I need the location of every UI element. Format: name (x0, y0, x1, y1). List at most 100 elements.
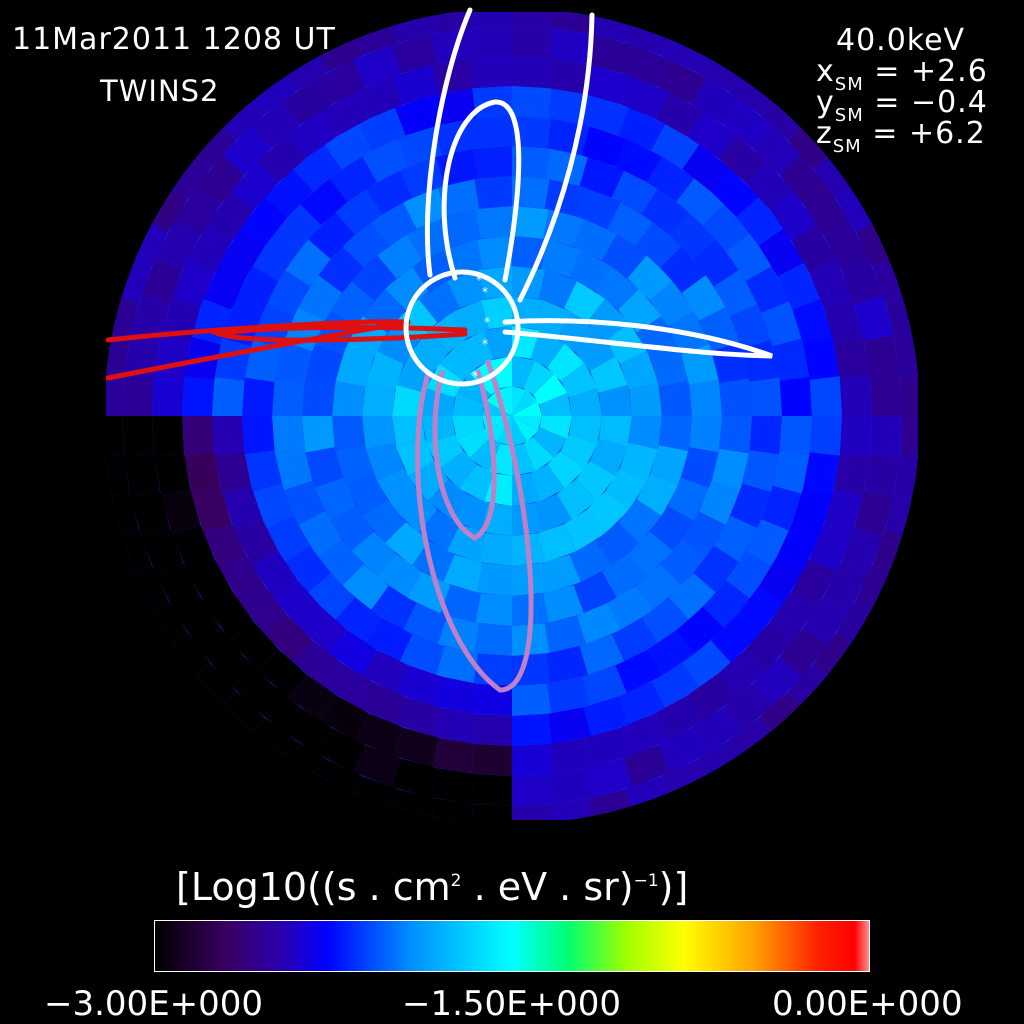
heatmap-bin (693, 239, 740, 287)
heatmap-bin (538, 269, 578, 308)
heatmap-bin (549, 768, 594, 804)
heatmap-bin (317, 59, 366, 105)
datetime-label: 11Mar2011 1208 UT (12, 22, 336, 57)
heatmap-bin (530, 464, 565, 502)
heatmap-bin (234, 266, 279, 313)
heatmap-bin (266, 515, 311, 562)
heatmap-bin (154, 452, 191, 497)
heatmap-bin (575, 461, 616, 501)
heatmap-bin (840, 527, 883, 575)
west-field-line-inner (210, 324, 468, 343)
heatmap-bin (394, 95, 441, 136)
heatmap-bin (726, 233, 772, 281)
heatmap-bin (172, 524, 215, 573)
heatmap-bin (544, 178, 587, 217)
heatmap-bin (745, 161, 794, 211)
colorbar-max-label: 0.00E+000 (772, 984, 963, 1024)
heatmap-bin (282, 707, 332, 754)
heatmap-bin (579, 634, 625, 676)
heatmap-bin (351, 255, 397, 301)
heatmap-bin (329, 630, 377, 676)
east-field-line (502, 318, 773, 359)
south-field-line-inner (432, 369, 497, 541)
heatmap-bin (627, 531, 673, 577)
heatmap-bin (823, 562, 869, 611)
heatmap-bin (446, 524, 486, 563)
heatmap-bin (586, 34, 633, 74)
heatmap-bin (669, 573, 717, 621)
heatmap-bin (124, 453, 160, 498)
heatmap-bin (476, 236, 512, 269)
heatmap-bin (728, 66, 779, 115)
heatmap-bin (172, 259, 215, 308)
heatmap-bin (550, 798, 594, 824)
colorbar-title-part: [Log10((s . cm (176, 865, 451, 909)
heatmap-bin (264, 614, 314, 664)
fov-mask-right (918, 0, 1024, 860)
heatmap-bin (647, 630, 695, 676)
heatmap-bin (618, 288, 662, 333)
heatmap-bin (660, 539, 707, 586)
heatmap-bin (813, 632, 862, 683)
heatmap-bin (803, 452, 840, 495)
heatmap-bin (787, 663, 837, 713)
heatmap-bin (550, 8, 594, 34)
heatmap-bin (854, 295, 894, 342)
heatmap-bin (283, 480, 325, 525)
heatmap-bin (512, 401, 542, 416)
heatmap-bin (394, 490, 438, 534)
heatmap-bin (736, 586, 784, 635)
heatmap-bin (287, 111, 337, 158)
heatmap-bin (411, 540, 455, 583)
heatmap-bin (745, 266, 790, 313)
heatmap-bin (538, 524, 578, 563)
heatmap-bin (728, 717, 779, 766)
heatmap-bin (376, 322, 419, 364)
heatmap-bin (628, 382, 662, 416)
heatmap-bin (772, 451, 810, 494)
heatmap-bin (182, 416, 215, 456)
heatmap-bin (393, 727, 439, 767)
heatmap-bin (589, 356, 628, 393)
heatmap-bin (272, 378, 305, 416)
heatmap-bin (512, 176, 550, 209)
heatmap-bin (687, 111, 737, 158)
heatmap-bin (569, 249, 613, 292)
heatmap-bin (284, 239, 331, 287)
heatmap-bin (273, 580, 322, 629)
heatmap-bin (335, 445, 374, 485)
heatmap-bin (791, 224, 837, 273)
heatmap-bin (298, 511, 343, 558)
heatmap-bin (627, 255, 673, 301)
heatmap-bin (533, 427, 568, 459)
heatmap-bin (512, 713, 552, 746)
heatmap-bin (234, 519, 279, 566)
heatmap-bin (512, 502, 544, 536)
heatmap-bin (719, 416, 752, 454)
heatmap-bin (512, 653, 551, 686)
heatmap-bin (104, 374, 124, 416)
heatmap-bin (595, 266, 640, 310)
heatmap-bin (251, 683, 301, 732)
heatmap-bin (823, 221, 869, 270)
heatmap-bin (392, 384, 426, 416)
heatmap-bin (452, 300, 489, 339)
heatmap-bin (219, 228, 266, 277)
heatmap-bin (569, 540, 613, 583)
heatmap-bin (854, 490, 894, 537)
star-marker: * (476, 273, 482, 287)
heatmap-bin (792, 298, 833, 345)
heatmap-bin (104, 454, 130, 498)
heatmap-bin (362, 382, 396, 416)
heatmap-bin (478, 532, 512, 566)
heatmap-bin (330, 281, 375, 326)
heatmap-bin (473, 146, 512, 179)
north-field-line-inner (441, 99, 522, 283)
heatmap-bin (474, 176, 512, 209)
heatmap-bin (730, 483, 772, 529)
heatmap-bin (376, 468, 419, 510)
heatmap-bin (305, 344, 343, 385)
heatmap-bin (611, 170, 658, 215)
heatmap-bin (772, 338, 810, 381)
heatmap-bin (681, 511, 726, 558)
